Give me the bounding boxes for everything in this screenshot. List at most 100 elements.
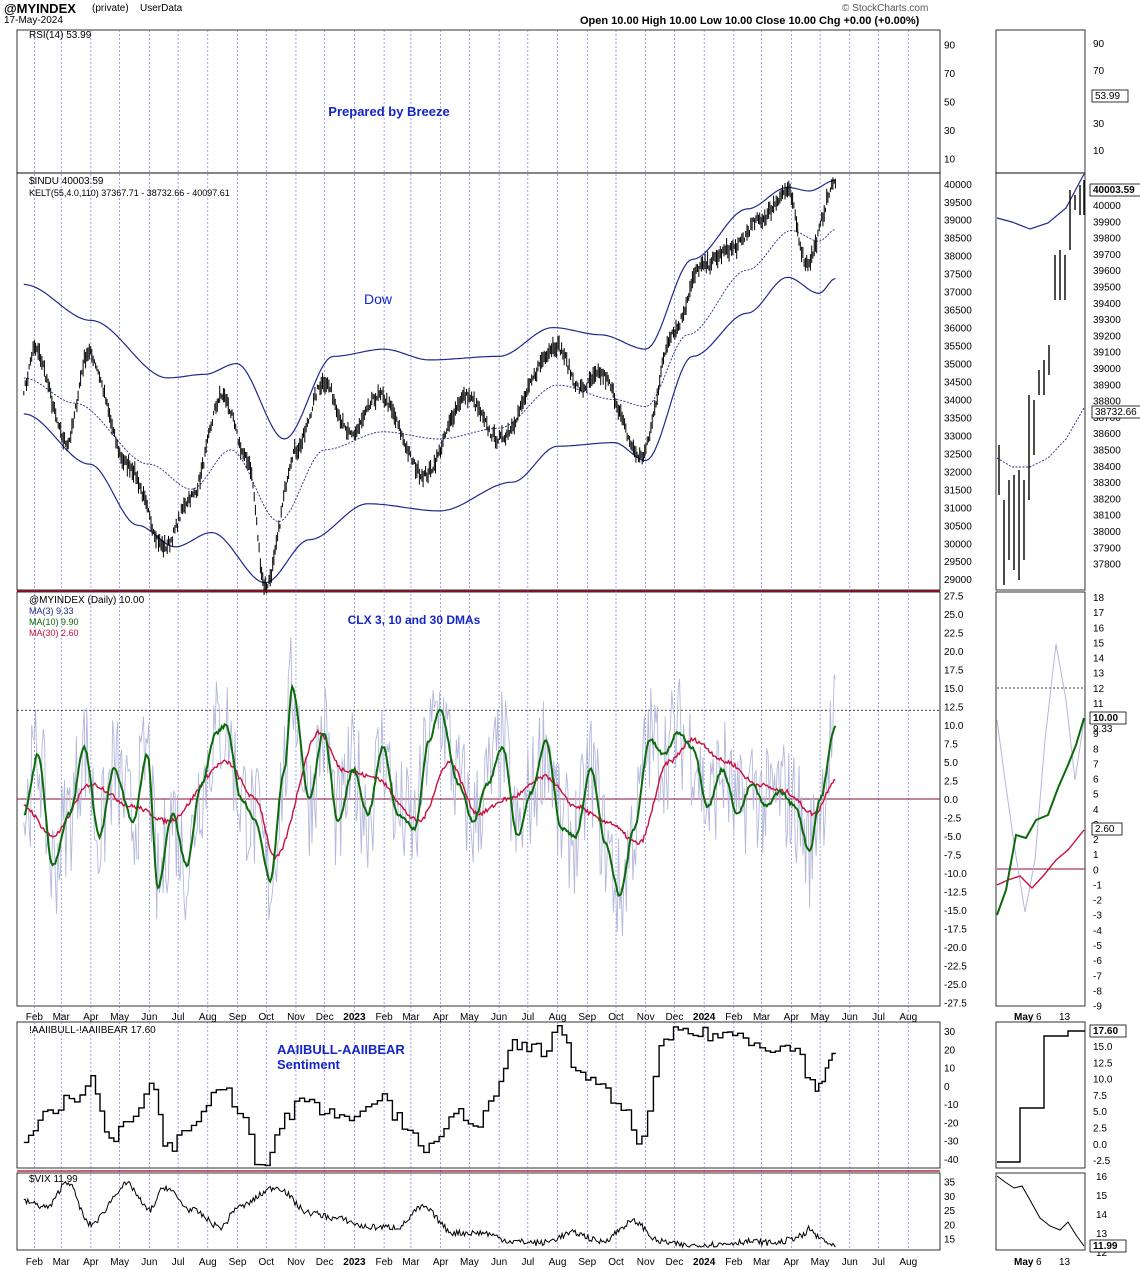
dow-ytick-3: 38500 bbox=[944, 234, 972, 245]
clx-legend-daily: @MYINDEX (Daily) 10.00 bbox=[29, 595, 145, 606]
zoom-mid-label-box bbox=[1091, 405, 1140, 419]
rsi-ytick-2: 50 bbox=[944, 98, 956, 109]
dow-ytick-18: 31000 bbox=[944, 503, 972, 514]
zoom-clx-ytick-24: -6 bbox=[1093, 956, 1102, 967]
zoom-rsi-ytick-0: 90 bbox=[1093, 39, 1105, 50]
x-axis-label-vix-27: May bbox=[811, 1257, 830, 1268]
dow-ytick-5: 37500 bbox=[944, 270, 972, 281]
zoom-frame-1 bbox=[995, 172, 1086, 591]
dow-ytick-17: 31500 bbox=[944, 485, 972, 496]
x-axis-label-vix-16: Jun bbox=[491, 1257, 507, 1268]
rsi-ytick-1: 70 bbox=[944, 69, 956, 80]
zoom-aaii-ytick-3: 7.5 bbox=[1093, 1091, 1107, 1102]
x-axis-label-vix-3: May bbox=[110, 1257, 129, 1268]
zoom-clx-ytick-19: -1 bbox=[1093, 880, 1102, 891]
vix-ytick-0: 35 bbox=[944, 1178, 956, 1189]
zoom-price-ytick-8: 39200 bbox=[1093, 331, 1121, 342]
zoom-clx-label-2-box bbox=[1091, 822, 1123, 836]
clx-ytick-4: 17.5 bbox=[944, 666, 964, 677]
x-axis-label-vix-6: Aug bbox=[199, 1257, 217, 1268]
clx-ytick-19: -20.0 bbox=[944, 943, 967, 954]
zoom-clx-ytick-0: 18 bbox=[1093, 593, 1105, 604]
rsi-ytick-0: 90 bbox=[944, 40, 956, 51]
x-axis-label-vix-25: Mar bbox=[753, 1257, 771, 1268]
clx-ytick-16: -12.5 bbox=[944, 887, 967, 898]
x-axis-label-clx-14: Apr bbox=[433, 1012, 449, 1023]
x-axis-label-clx-27: May bbox=[811, 1012, 830, 1023]
dow-ytick-15: 32500 bbox=[944, 449, 972, 460]
zoom-price-ytick-9: 39100 bbox=[1093, 348, 1121, 359]
zoom-x-13-clx: 13 bbox=[1059, 1012, 1071, 1023]
x-axis-label-clx-30: Aug bbox=[899, 1012, 917, 1023]
panel-frame-4 bbox=[16, 1172, 941, 1251]
zoom-price-ytick-20: 38000 bbox=[1093, 527, 1121, 538]
x-axis-label-clx-4: Jun bbox=[141, 1012, 157, 1023]
x-axis-label-clx-11: 2023 bbox=[343, 1012, 366, 1023]
x-axis-label-clx-23: 2024 bbox=[693, 1012, 716, 1023]
zoom-vix-ytick-2: 14 bbox=[1096, 1210, 1108, 1221]
x-axis-label-vix-30: Aug bbox=[899, 1257, 917, 1268]
zoom-aaii-label: 17.60 bbox=[1093, 1026, 1118, 1037]
aaii-ytick-2: 10 bbox=[944, 1064, 956, 1075]
zoom-price-ytick-5: 39500 bbox=[1093, 283, 1121, 294]
zoom-clx-ytick-27: -9 bbox=[1093, 1002, 1102, 1013]
zoom-clx-ytick-25: -7 bbox=[1093, 971, 1102, 982]
vix-ytick-3: 20 bbox=[944, 1220, 956, 1231]
zoom-vix-line bbox=[996, 1175, 1085, 1247]
x-axis-label-vix-24: Feb bbox=[725, 1257, 743, 1268]
zoom-price-label-box bbox=[1089, 183, 1140, 197]
clx-ytick-7: 10.0 bbox=[944, 721, 964, 732]
zoom-price-ytick-4: 39600 bbox=[1093, 266, 1121, 277]
x-axis-label-clx-25: Mar bbox=[753, 1012, 771, 1023]
zoom-aaii-ytick-2: 10.0 bbox=[1093, 1075, 1113, 1086]
dow-ytick-6: 37000 bbox=[944, 288, 972, 299]
zoom-clx-ytick-14: 4 bbox=[1093, 805, 1099, 816]
x-axis-label-clx-7: Sep bbox=[229, 1012, 247, 1023]
zoom-rsi-ytick-1: 70 bbox=[1093, 66, 1105, 77]
header-ohlc: Open 10.00 High 10.00 Low 10.00 Close 10… bbox=[580, 15, 920, 27]
zoom-clx-ytick-11: 7 bbox=[1093, 759, 1099, 770]
dow-ytick-13: 33500 bbox=[944, 413, 972, 424]
header-watermark: © StockCharts.com bbox=[842, 3, 929, 14]
zoom-price-ytick-10: 39000 bbox=[1093, 364, 1121, 375]
clx-ytick-13: -5.0 bbox=[944, 832, 962, 843]
zoom-price-ytick-16: 38400 bbox=[1093, 462, 1121, 473]
zoom-clx-label-2: 2.60 bbox=[1095, 824, 1115, 835]
x-axis-label-vix-2: Apr bbox=[83, 1257, 99, 1268]
x-axis-label-clx-5: Jul bbox=[172, 1012, 185, 1023]
x-axis-label-vix-26: Apr bbox=[784, 1257, 800, 1268]
zoom-ma30 bbox=[996, 829, 1085, 890]
aaii-ytick-5: -20 bbox=[944, 1118, 959, 1129]
series-ma30 bbox=[23, 729, 836, 861]
zoom-clx-label-1: 9.33 bbox=[1093, 724, 1113, 735]
zoom-aaii-ytick-4: 5.0 bbox=[1093, 1107, 1107, 1118]
zoom-frame-0 bbox=[995, 29, 1086, 174]
zoom-x-13-vix: 13 bbox=[1059, 1257, 1071, 1268]
annotation-aaii-line2: Sentiment bbox=[277, 1057, 341, 1072]
zoom-price-ytick-3: 39700 bbox=[1093, 250, 1121, 261]
x-axis-label-clx-8: Oct bbox=[258, 1012, 274, 1023]
clx-ytick-9: 5.0 bbox=[944, 758, 958, 769]
aaii-ytick-7: -40 bbox=[944, 1155, 959, 1166]
zoom-price-ytick-21: 37900 bbox=[1093, 543, 1121, 554]
x-axis-label-vix-8: Oct bbox=[258, 1257, 274, 1268]
dow-ytick-7: 36500 bbox=[944, 306, 972, 317]
x-axis-label-clx-13: Mar bbox=[402, 1012, 420, 1023]
dow-ytick-22: 29000 bbox=[944, 575, 972, 586]
zoom-rsi-ytick-3: 30 bbox=[1093, 119, 1105, 130]
panel-frame-1 bbox=[16, 172, 941, 591]
zoom-vix-label: 11.99 bbox=[1093, 1241, 1118, 1252]
header-symbol: @MYINDEX bbox=[4, 1, 76, 16]
aaii-legend: !AAIIBULL-!AAIIBEAR 17.60 bbox=[29, 1025, 156, 1036]
dow-legend-price: $INDU 40003.59 bbox=[29, 176, 104, 187]
zoom-frame-4 bbox=[995, 1172, 1086, 1251]
clx-ytick-10: 2.5 bbox=[944, 777, 958, 788]
x-axis-label-vix-9: Nov bbox=[287, 1257, 305, 1268]
clx-ytick-14: -7.5 bbox=[944, 850, 962, 861]
dow-ytick-14: 33000 bbox=[944, 431, 972, 442]
x-axis-label-vix-11: 2023 bbox=[343, 1257, 366, 1268]
zoom-clx-ytick-12: 6 bbox=[1093, 775, 1099, 786]
x-axis-label-clx-9: Nov bbox=[287, 1012, 305, 1023]
header-private: (private) bbox=[92, 3, 129, 14]
